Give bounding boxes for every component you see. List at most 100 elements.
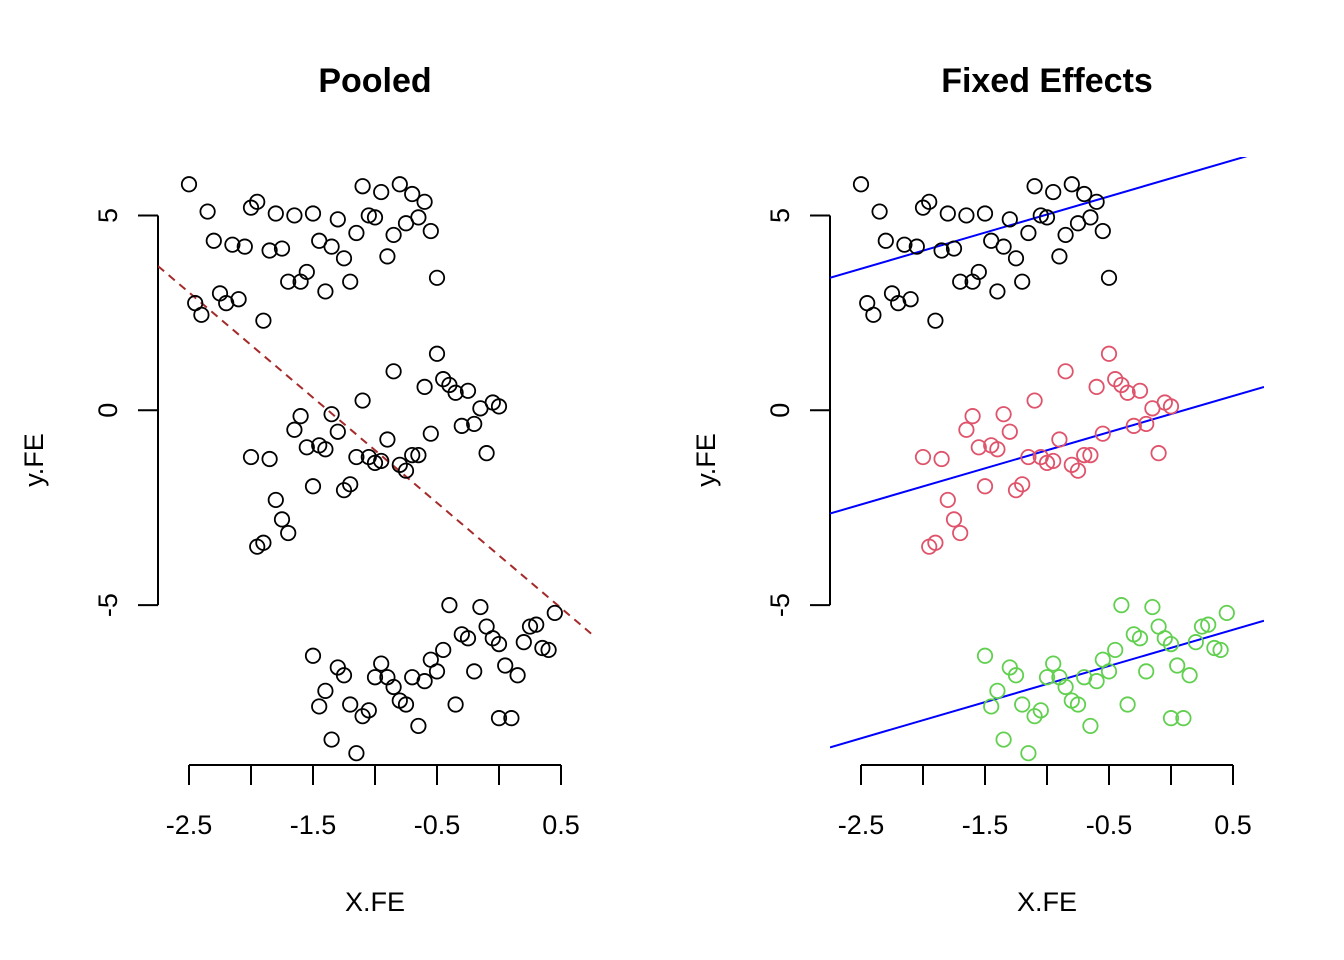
fixed-effects-data-point [1088,673,1105,690]
pooled-data-point [391,456,408,473]
pooled-data-point [304,647,322,664]
pooled-data-point [435,641,452,659]
fixed-effects-data-point [976,478,994,495]
fixed-effects-data-point [1063,456,1080,473]
pooled-data-point [503,710,520,727]
fixed-effects-data-point [1094,425,1111,442]
pooled-data-point [441,597,458,614]
fixed-effects-data-point [1057,678,1074,696]
fixed-effects-data-point [1107,371,1124,388]
pooled-data-point [404,185,421,203]
pooled-data-point [528,616,545,633]
fixed-effects-data-point [1131,630,1149,647]
pooled-data-point [304,205,322,222]
pooled-y-tick-label: 0 [93,403,123,418]
fixed-effects-data-point [1212,641,1229,659]
fixed-effects-data-point [1001,211,1018,228]
fixed-effects-data-point [1218,604,1235,622]
fixed-effects-data-point [1100,663,1118,680]
fixed-effects-data-point [1069,462,1087,479]
fixed-effects-points [852,176,1235,762]
fixed-effects-data-point [989,682,1006,699]
fixed-effects-data-point [1206,639,1223,657]
pooled-data-point [422,222,439,240]
pooled-data-point [255,312,272,329]
pooled-data-point [205,232,222,249]
fixed-effects-data-point [1144,598,1161,616]
fixed-effects-data-point [995,406,1012,423]
pooled-data-point [298,439,315,456]
pooled-data-point [249,193,266,210]
pooled-data-point [286,207,303,224]
fixed-effects-data-point [933,450,950,468]
pooled-data-point [366,209,384,226]
fixed-effects-data-point [945,240,963,257]
pooled-data-point [323,406,340,423]
fixed-effects-data-point [989,283,1006,300]
fixed-effects-data-point [1032,207,1049,224]
fixed-effects-y-tick-label: 5 [765,208,795,223]
pooled-data-point [373,655,390,672]
fixed-effects-data-point [914,448,932,466]
fixed-effects-data-point [983,698,1000,715]
pooled-points [180,176,563,762]
fixed-effects-data-point [1026,392,1043,409]
fixed-effects-data-point [1007,250,1025,267]
fixed-effects-data-point [958,421,975,438]
pooled-data-point [466,663,483,680]
pooled-regression-line [158,265,592,636]
pooled-data-point [280,273,297,290]
fixed-effects-data-point [1007,667,1025,684]
fixed-effects-data-point [995,238,1012,255]
pooled-data-point [323,731,340,748]
fixed-effects-data-point [1051,431,1068,448]
pooled-x-tick-label: -0.5 [414,810,461,840]
fixed-effects-x-label: X.FE [1017,887,1077,917]
fixed-effects-data-point [1200,616,1217,633]
fixed-effects-data-point [1057,226,1074,244]
pooled-data-point [385,363,402,380]
pooled-data-point [490,710,508,727]
pooled-data-point [342,476,359,493]
pooled-data-point [348,448,365,466]
fixed-effects-data-point [1038,669,1056,686]
fixed-effects-data-point [865,306,882,323]
pooled-data-point [280,524,297,542]
fixed-effects-regression-lines [830,157,1264,749]
fixed-effects-data-point [1088,193,1105,210]
pooled-data-point [354,392,371,409]
fixed-effects-data-point [1014,696,1031,713]
fixed-effects-data-point [989,441,1006,458]
fixed-effects-data-point [1107,641,1124,659]
fixed-effects-x-tick-label: -2.5 [838,810,885,840]
pooled-data-point [317,441,334,458]
pooled-data-point [199,203,216,220]
pooled-data-point [410,717,427,735]
pooled-data-point [329,423,346,440]
pooled-data-point [490,635,508,653]
fixed-effects-regression-line [830,157,1248,279]
pooled-data-point [304,478,322,495]
pooled-data-point [354,708,371,725]
fixed-effects-data-point [1162,710,1180,727]
fixed-effects-x-tick-label: -1.5 [962,810,1009,840]
pooled-data-point [534,639,551,657]
fixed-effects-data-point [896,236,913,253]
fixed-effects-data-point [1187,634,1204,651]
fixed-effects-data-point [976,205,994,222]
pooled-data-point [540,641,557,659]
fixed-effects-data-point [958,207,975,224]
fixed-effects-data-point [1069,696,1087,713]
fixed-effects-data-point [1057,363,1074,380]
fixed-effects-data-point [970,263,987,281]
fixed-effects-data-point [1125,417,1142,434]
pooled-data-point [329,211,346,228]
pooled-data-point [385,678,402,696]
fixed-effects-data-point [1076,185,1093,203]
pooled-y-tick-label: -5 [93,593,123,617]
pooled-x-tick-label: -2.5 [166,810,213,840]
fixed-effects-data-point [852,176,870,193]
fixed-effects-data-point [1181,667,1198,684]
fixed-effects-data-point [933,242,950,259]
pooled-data-point [397,696,415,713]
